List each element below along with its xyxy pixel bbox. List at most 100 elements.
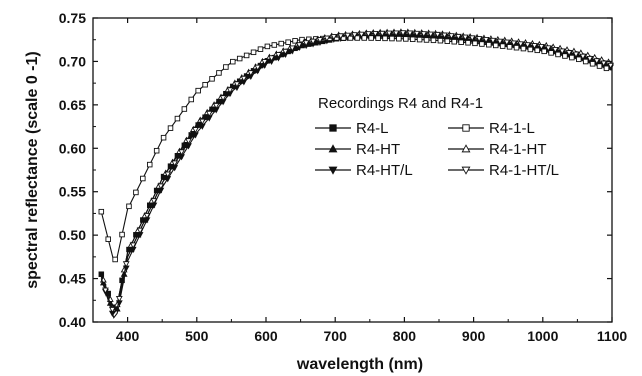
marker-square: [555, 51, 561, 58]
marker-square: [534, 47, 541, 54]
marker-square: [527, 46, 534, 53]
marker-square: [462, 124, 470, 132]
marker-triangle-down: [572, 51, 580, 58]
marker-triangle-down: [441, 32, 448, 39]
marker-triangle-down: [517, 41, 525, 48]
x-axis-title: wavelength (nm): [296, 356, 423, 373]
marker-triangle-up: [461, 144, 471, 153]
x-tick-label: 1100: [597, 328, 628, 344]
marker-triangle-down: [316, 37, 324, 44]
marker-square: [499, 43, 506, 49]
marker-square: [133, 189, 139, 196]
marker-triangle-up: [328, 144, 338, 153]
x-tick-label: 700: [324, 328, 348, 344]
marker-square: [513, 44, 520, 51]
marker-square: [486, 41, 492, 48]
marker-triangle-down: [302, 40, 310, 47]
marker-square: [329, 124, 337, 132]
marker-triangle-down: [461, 166, 471, 175]
marker-square: [126, 203, 132, 210]
marker-triangle-down: [551, 46, 559, 54]
marker-triangle-down: [544, 45, 552, 52]
marker-triangle-down: [448, 33, 455, 40]
marker-triangle-down: [399, 30, 407, 37]
marker-triangle-down: [212, 103, 220, 110]
marker-triangle-down: [226, 87, 234, 94]
marker-square: [216, 70, 222, 76]
x-tick-label: 500: [185, 328, 209, 344]
marker-square: [382, 35, 388, 42]
marker-square: [230, 58, 236, 65]
marker-triangle-down: [413, 30, 421, 38]
marker-triangle-down: [281, 48, 289, 56]
legend-label: R4-1-HT/L: [489, 162, 559, 179]
y-tick-label: 0.50: [59, 227, 86, 243]
marker-triangle-down: [351, 32, 358, 39]
marker-square: [520, 45, 527, 52]
marker-square: [140, 175, 146, 182]
marker-triangle-down: [600, 60, 608, 67]
marker-square: [223, 64, 229, 70]
marker-triangle-down: [344, 32, 352, 39]
series-lines: [98, 28, 615, 319]
marker-square: [569, 54, 575, 61]
marker-triangle-down: [538, 43, 545, 51]
marker-triangle-down: [468, 35, 476, 42]
marker-square: [479, 41, 485, 47]
marker-triangle-down: [129, 242, 137, 249]
marker-square: [209, 76, 215, 82]
marker-triangle-down: [143, 212, 151, 220]
marker-square: [416, 36, 423, 43]
y-tick-label: 0.60: [59, 140, 86, 156]
marker-triangle-down: [309, 38, 317, 45]
marker-square: [389, 35, 395, 42]
marker-triangle-down: [157, 183, 165, 190]
marker-triangle-down: [586, 56, 594, 63]
marker-square: [195, 87, 201, 94]
marker-triangle-down: [150, 198, 158, 205]
marker-triangle-down: [385, 30, 393, 37]
y-tick-label: 0.45: [59, 271, 86, 287]
x-tick-label: 1000: [527, 328, 558, 344]
marker-triangle-down: [482, 37, 490, 44]
x-tick-label: 800: [393, 328, 417, 344]
marker-triangle-down: [178, 149, 185, 156]
marker-square: [375, 35, 381, 41]
legend-title: Recordings R4 and R4-1: [318, 95, 483, 112]
series-r4-1-l: [98, 35, 613, 263]
marker-square: [589, 61, 596, 67]
marker-triangle-down: [461, 34, 469, 41]
marker-square: [98, 208, 105, 215]
marker-triangle-down: [420, 31, 428, 38]
marker-square: [271, 42, 278, 48]
marker-triangle-down: [503, 39, 511, 46]
marker-square: [444, 38, 451, 44]
marker-square: [167, 125, 174, 131]
marker-triangle-down: [531, 43, 538, 50]
marker-square: [202, 81, 208, 88]
legend: Recordings R4 and R4-1 R4-L R4-HT R4-HT/L R…: [315, 95, 559, 179]
y-tick-label: 0.65: [59, 97, 86, 113]
x-tick-label: 600: [254, 328, 278, 344]
marker-square: [181, 106, 188, 112]
marker-triangle-down: [192, 127, 199, 134]
y-tick-label: 0.75: [59, 10, 86, 26]
marker-triangle-down: [198, 118, 206, 125]
marker-square: [146, 161, 153, 168]
legend-label: R4-HT: [356, 141, 400, 158]
marker-square: [403, 36, 409, 42]
marker-triangle-down: [122, 261, 130, 268]
series-r4-1-ht-l: [100, 30, 615, 315]
x-tick-label: 400: [116, 328, 140, 344]
y-axis-title: spectral reflectance (scale 0 -1): [24, 51, 41, 288]
marker-triangle-down: [295, 42, 303, 49]
marker-square: [576, 56, 582, 63]
marker-square: [409, 36, 416, 43]
marker-triangle-down: [219, 95, 227, 102]
marker-triangle-down: [136, 227, 144, 234]
marker-square: [174, 115, 181, 122]
marker-triangle-down: [558, 48, 566, 55]
marker-triangle-down: [233, 81, 241, 88]
marker-square: [562, 53, 568, 59]
marker-square: [119, 231, 125, 238]
